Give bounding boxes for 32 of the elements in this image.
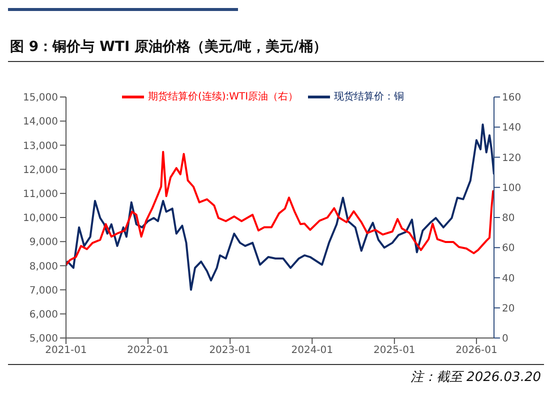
y-tick-label: 13,000 [23, 140, 58, 152]
x-tick-label: 2025-01 [374, 345, 416, 356]
legend-label: 现货结算价：铜 [334, 92, 404, 103]
y2-tick-label: 60 [502, 243, 515, 254]
chart-title: 图 9：铜价与 WTI 原油价格（美元/吨，美元/桶） [10, 38, 327, 56]
y2-tick-label: 100 [502, 182, 522, 194]
x-tick-label: 2021-01 [45, 345, 87, 356]
y-tick-label: 5,000 [29, 334, 58, 345]
y2-tick-label: 140 [502, 122, 522, 134]
y2-tick-label: 40 [502, 273, 515, 284]
legend-label: 期货结算价(连续):WTI原油（右） [148, 92, 298, 103]
y2-tick-label: 20 [502, 303, 515, 314]
y-tick-label: 7,000 [29, 285, 58, 296]
x-tick-label: 2026-01 [456, 345, 498, 356]
text: 注：截至 2026.03.20 [410, 369, 541, 386]
x-tick-label: 2024-01 [291, 345, 334, 356]
y2-tick-label: 160 [502, 92, 522, 104]
y-tick-label: 15,000 [23, 92, 58, 104]
y-tick-label: 11,000 [23, 188, 58, 200]
line-series [66, 123, 494, 291]
y-tick-label: 9,000 [29, 237, 58, 248]
y-tick-label: 6,000 [29, 309, 58, 320]
y-tick-label: 10,000 [23, 213, 58, 224]
y2-tick-label: 120 [502, 152, 522, 164]
x-tick-label: 2023-01 [209, 345, 251, 356]
y2-tick-label: 0 [502, 334, 508, 345]
x-tick-label: 2022-01 [127, 345, 169, 356]
y2-tick-label: 80 [502, 213, 515, 224]
y-tick-label: 14,000 [23, 116, 58, 128]
y-tick-label: 12,000 [23, 164, 58, 176]
y-tick-label: 8,000 [29, 261, 58, 272]
line-series [66, 150, 494, 266]
